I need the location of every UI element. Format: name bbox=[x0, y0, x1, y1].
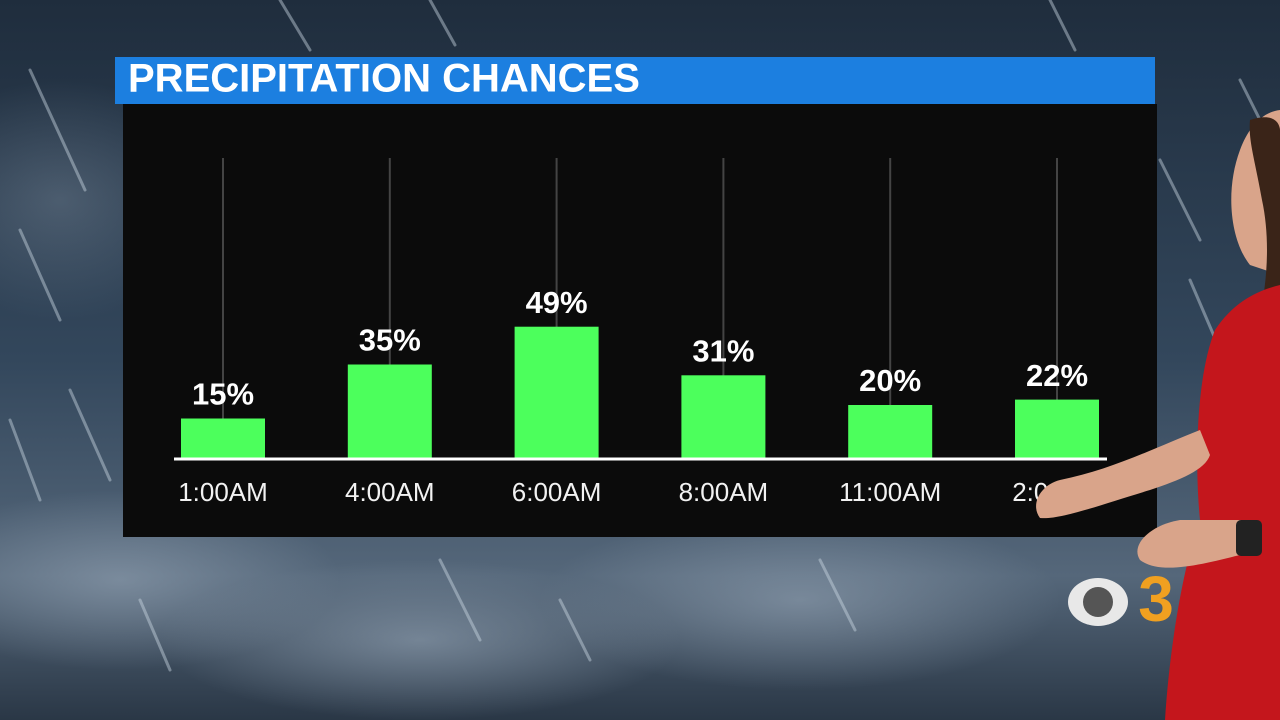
title-bar bbox=[115, 57, 1155, 104]
x-tick-label: 8:00AM bbox=[679, 477, 769, 507]
presenter bbox=[1036, 110, 1280, 720]
bar bbox=[1015, 399, 1099, 459]
value-label: 35% bbox=[359, 323, 421, 358]
rain bbox=[8, 0, 1267, 672]
logo-text: 3 bbox=[1138, 563, 1174, 635]
station-logo: 3 bbox=[1068, 563, 1174, 635]
value-label: 49% bbox=[526, 285, 588, 320]
bar bbox=[514, 326, 599, 459]
value-label: 20% bbox=[859, 363, 921, 398]
plot: 15% 1:00AM 35% 4:00AM 49% 6:00AM 31% 8:00AM 20% 1… bbox=[178, 158, 1102, 507]
bar bbox=[681, 375, 766, 459]
bar bbox=[181, 418, 265, 459]
value-label: 22% bbox=[1026, 358, 1088, 393]
x-tick-label: 1:00AM bbox=[178, 477, 268, 507]
bar bbox=[848, 405, 933, 459]
chart-panel bbox=[123, 104, 1157, 537]
value-label: 15% bbox=[192, 377, 254, 412]
x-tick-label: 11:00AM bbox=[839, 477, 941, 507]
bar bbox=[347, 364, 432, 459]
chart-title: PRECIPITATION CHANCES bbox=[128, 57, 640, 101]
value-label: 31% bbox=[692, 333, 754, 368]
x-tick-label: 6:00AM bbox=[512, 477, 602, 507]
x-tick-label: 4:00AM bbox=[345, 477, 435, 507]
